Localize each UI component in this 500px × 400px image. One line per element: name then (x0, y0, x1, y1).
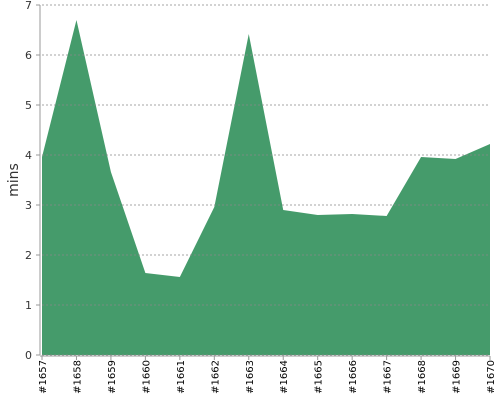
x-tick-label: #1664 (279, 360, 290, 394)
y-tick-label: 7 (25, 0, 32, 12)
x-tick-label: #1659 (107, 360, 118, 394)
x-tick-label: #1669 (452, 360, 463, 394)
y-tick-label: 1 (25, 299, 32, 312)
y-tick-label: 0 (25, 349, 32, 362)
x-tick-label: #1657 (38, 360, 49, 394)
y-tick-label: 4 (25, 149, 32, 162)
y-axis-label: mins (6, 163, 22, 197)
x-tick-label: #1668 (417, 360, 428, 394)
x-tick-label: #1663 (245, 360, 256, 394)
y-tick-label: 6 (25, 49, 32, 62)
x-tick-label: #1665 (314, 360, 325, 394)
y-tick-label: 2 (25, 249, 32, 262)
x-tick-label: #1661 (176, 360, 187, 394)
x-tick-label: #1662 (210, 360, 221, 394)
x-tick-label: #1666 (348, 360, 359, 394)
x-tick-label: #1670 (486, 360, 497, 394)
x-tick-label: #1658 (72, 360, 83, 394)
y-tick-label: 5 (25, 99, 32, 112)
area (42, 20, 490, 355)
y-tick-label: 3 (25, 199, 32, 212)
x-tick-label: #1667 (383, 360, 394, 394)
x-tick-label: #1660 (141, 360, 152, 394)
